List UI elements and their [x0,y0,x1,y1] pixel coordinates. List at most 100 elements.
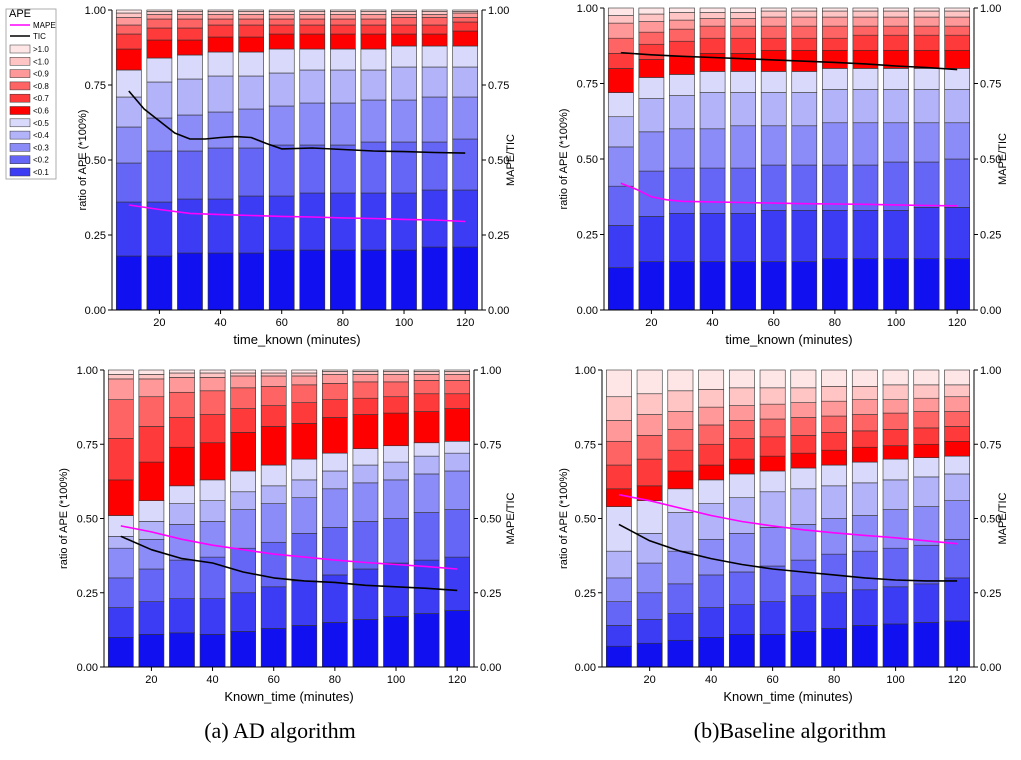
bar-segment [352,482,379,522]
bar-segment [636,533,663,564]
bar-segment [913,583,940,623]
bar-segment [913,544,940,585]
bar-segment [138,634,165,668]
bar-segment [883,7,909,12]
bar-segment [169,446,195,487]
caption-right: (b)Baseline algorithm [694,718,886,743]
bar-segment [360,9,387,12]
bar-segment [207,9,234,12]
bar-segment [760,210,787,262]
bar-segment [790,417,817,436]
bar-segment [199,521,226,558]
series-line-tic [120,535,458,592]
caption-left: (a) AD algorithm [204,718,356,743]
bar-segment [882,458,909,481]
bar-segment [330,33,356,50]
bar-segment [669,28,695,42]
bar-segment [444,393,471,409]
bar-segment [821,485,848,519]
bar-segment [851,446,878,463]
bar-segment [822,37,848,51]
bar-segment [291,497,318,534]
bar-segment [138,426,165,463]
bar-segment [299,144,326,194]
bar-segment [207,14,234,20]
bar-segment [177,11,203,15]
bar-segment [268,11,295,15]
bar-segment [138,461,165,501]
bar-segment [299,102,326,146]
y-tick-label: 0.75 [575,439,596,451]
bar-segment [115,126,142,164]
bar-segment [913,427,940,445]
bar-segment [107,479,134,516]
bar-segment [291,423,318,460]
bar-segment [268,195,295,251]
bar-segment [138,500,165,522]
bar-segment [260,375,287,387]
bar-segment [638,77,665,99]
x-axis-label: Known_time (minutes) [723,689,852,704]
bar-segment [169,485,195,504]
legend: APE MAPE TIC >1.0 <1.0 <0.9 <0.8 <0.7 <0.6 <0.5 <… [5,8,57,180]
bar-segment [913,457,940,478]
bar-segment [944,500,970,540]
bar-segment [421,141,448,191]
x-tick-label: 100 [387,674,405,686]
bar-segment [822,164,848,211]
bar-segment [821,449,848,466]
bar-segment [146,81,173,119]
bar-segment [728,369,755,389]
bar-segment [821,400,848,417]
y2-tick-label: 0.50 [980,154,1001,166]
legend-swatch [9,167,31,177]
bar-segment [107,636,134,668]
bar-segment [177,14,203,20]
bar-segment [330,144,356,194]
bar-segment [790,595,817,632]
bar-segment [730,12,756,19]
bar-segment [699,52,726,72]
bar-segment [268,33,295,50]
bar-segment [944,207,971,259]
bar-segment [605,440,632,466]
bar-segment [882,623,909,668]
bar-segment [667,639,694,668]
bar-segment [851,430,878,448]
bar-segment [699,37,726,54]
bar-segment [391,192,417,251]
bar-segment [322,574,348,623]
bar-segment [698,607,725,638]
x-tick-label: 60 [768,317,780,329]
bar-segment [822,122,848,166]
x-tick-label: 100 [395,317,413,329]
bar-segment [699,128,726,169]
bar-segment [883,258,909,311]
bar-segment [199,414,226,444]
bar-segment [169,391,195,418]
bar-segment [607,146,634,187]
bar-segment [669,261,695,311]
bar-segment [330,14,356,20]
bar-segment [383,562,409,617]
bar-segment [636,435,663,460]
legend-swatch [9,130,31,140]
bar-segment [667,369,694,392]
bar-segment [452,45,479,68]
bar-segment [207,147,234,200]
series-line-mape [618,493,958,545]
bar-segment [852,258,879,311]
bar-segment [698,369,725,390]
bar-segment [299,24,326,35]
bar-segment [413,411,440,444]
bar-segment [238,9,264,12]
bar-segment [882,445,909,460]
bar-segment [230,491,256,510]
bar-segment [698,574,725,608]
bar-segment [607,267,634,311]
bar-segment [638,59,665,78]
bar-segment [146,57,173,83]
bar-segment [913,207,940,259]
bar-segment [330,9,356,12]
bar-segment [146,18,173,29]
